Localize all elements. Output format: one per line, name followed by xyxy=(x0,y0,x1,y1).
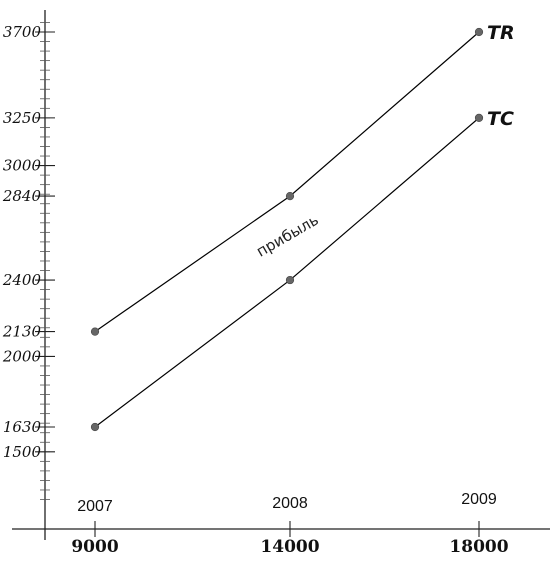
major-ticks: 1500 1630 2000 2130 2400 2840 3000 3250 3700 xyxy=(2,23,55,461)
y-tick-label: 1630 xyxy=(3,418,42,436)
series-line-tr xyxy=(94,31,480,333)
y-tick-label: 2840 xyxy=(2,187,42,205)
y-tick-label: 3000 xyxy=(3,157,42,175)
series-line-tc xyxy=(94,117,480,428)
series-point-tr xyxy=(90,327,100,336)
y-tick-label: 2000 xyxy=(2,347,42,365)
y-tick-label: 2400 xyxy=(2,271,42,289)
y-tick-label: 3700 xyxy=(3,23,42,41)
series-label-tc: TC xyxy=(487,108,514,130)
series-point-tc xyxy=(285,275,295,285)
series-group xyxy=(90,27,484,432)
x-axis-labels: 9000 14000 18000 xyxy=(71,521,509,557)
y-tick-label: 3250 xyxy=(3,109,42,127)
year-label: 2008 xyxy=(272,495,308,512)
x-tick-label: 9000 xyxy=(71,537,118,557)
year-label: 2007 xyxy=(77,498,113,515)
series-labels: TR TC xyxy=(487,22,515,130)
series-point-tc xyxy=(90,422,100,432)
x-tick-label: 18000 xyxy=(449,537,508,557)
axes xyxy=(12,10,550,540)
profit-annotation: прибыль xyxy=(253,211,321,261)
year-labels: 2007 2008 2009 xyxy=(77,491,497,515)
series-point-tr xyxy=(474,27,484,37)
series-point-tr xyxy=(285,192,295,201)
x-tick-label: 14000 xyxy=(260,537,319,557)
series-point-tc xyxy=(474,113,484,122)
year-label: 2009 xyxy=(461,491,497,508)
y-tick-label: 2130 xyxy=(2,323,42,341)
series-label-tr: TR xyxy=(487,22,515,44)
y-tick-label: 1500 xyxy=(3,443,42,461)
